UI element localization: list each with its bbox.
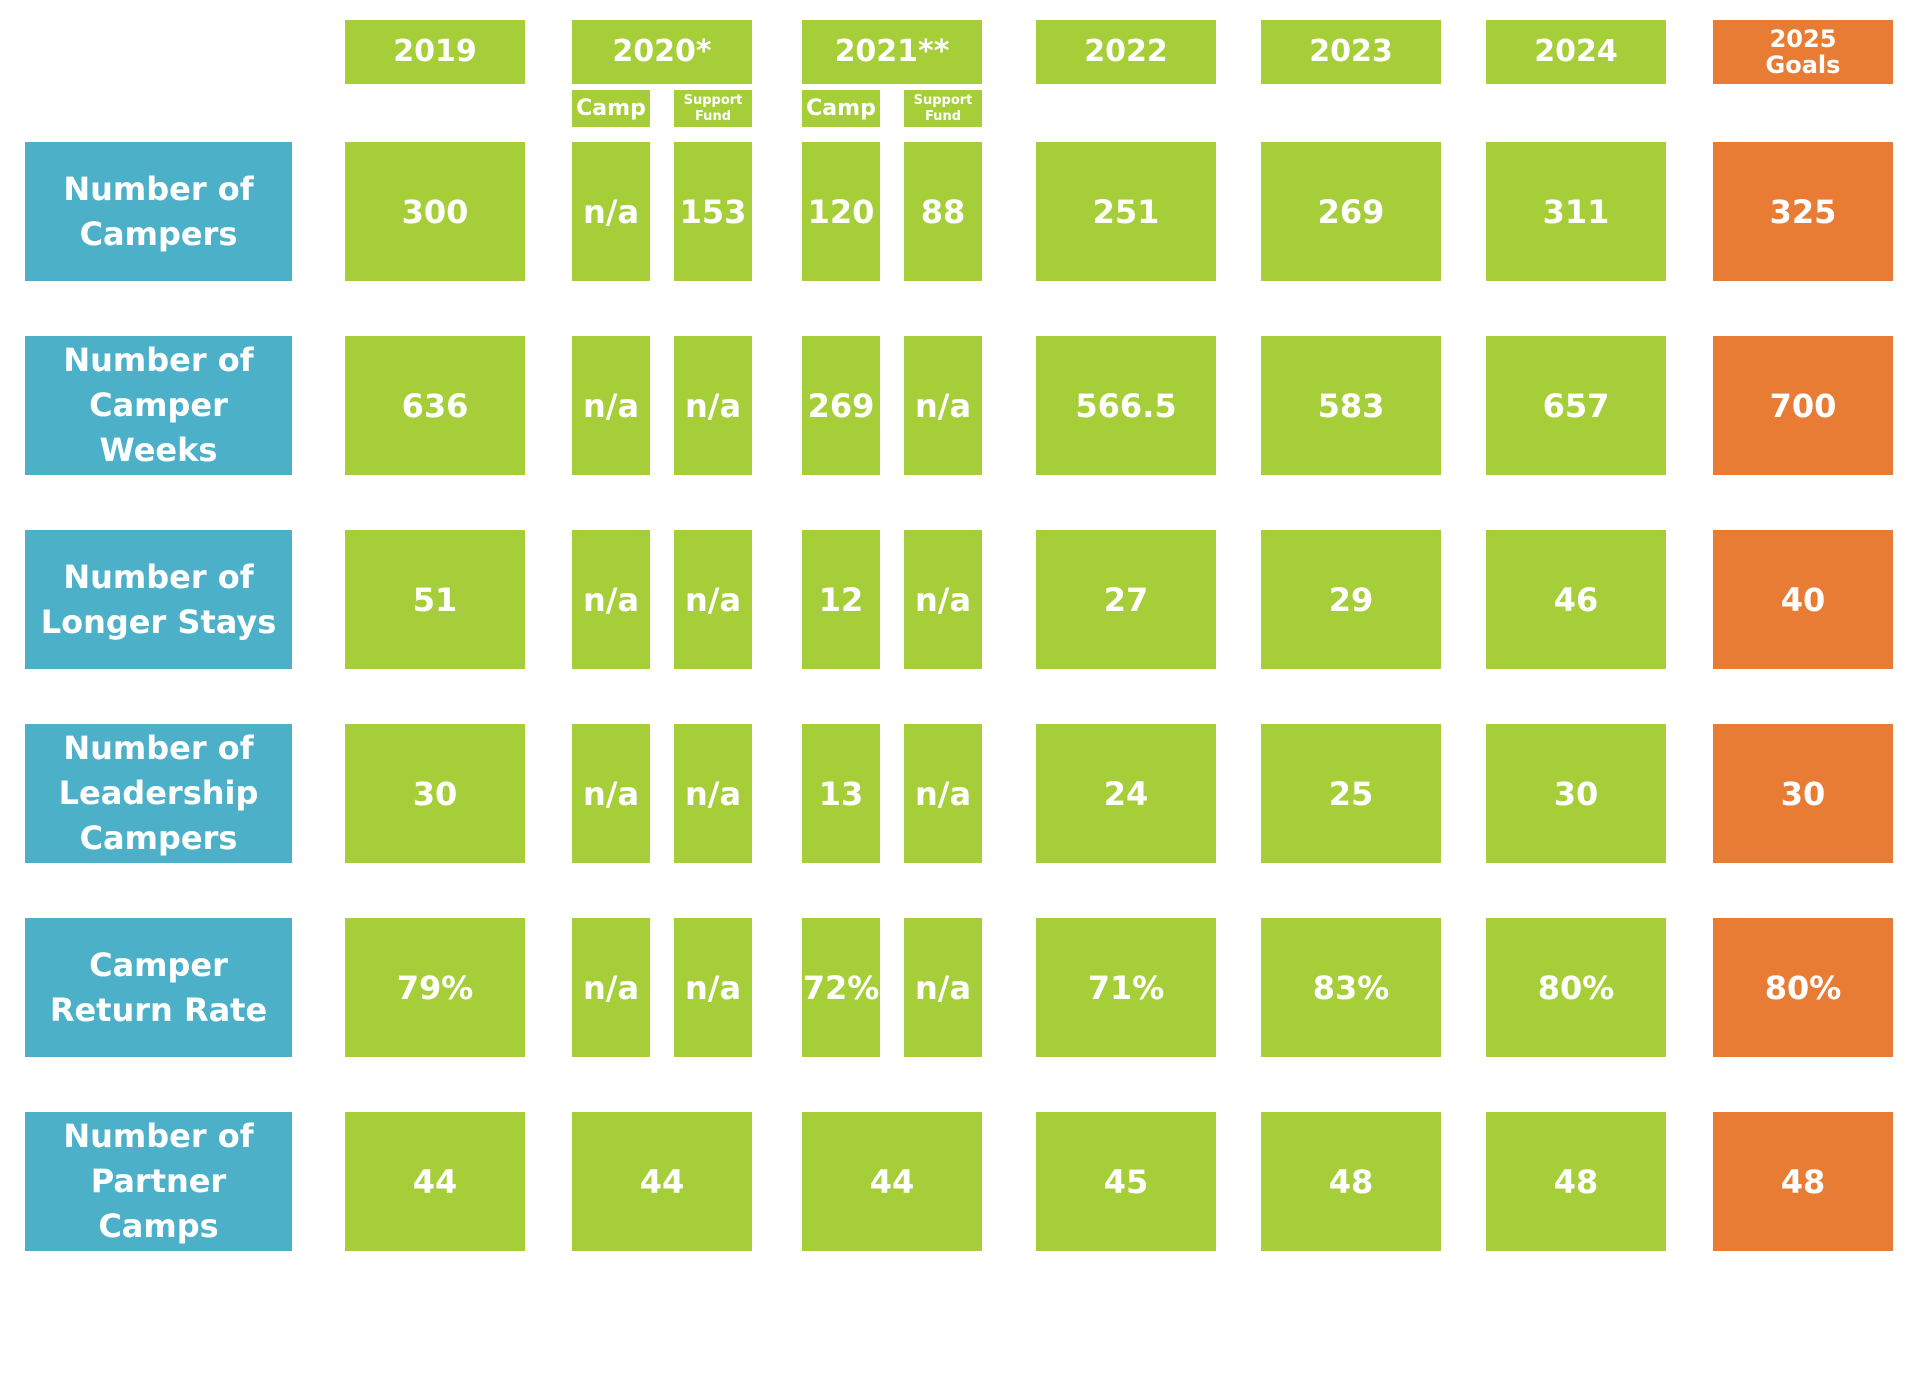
value-cell-2022: 71%	[1036, 918, 1216, 1057]
row-label: Number of Camper Weeks	[25, 336, 292, 475]
column-header-2024: 2024	[1486, 20, 1666, 84]
value-cell-2021-camp: 120	[802, 142, 880, 281]
value-cell-2021-support-fund: n/a	[904, 336, 982, 475]
value-cell-2020-support-fund: n/a	[674, 724, 752, 863]
row-label: Number of Partner Camps	[25, 1112, 292, 1251]
value-cell-2023: 83%	[1261, 918, 1441, 1057]
value-cell-2021-support-fund: n/a	[904, 530, 982, 669]
value-cell-2019: 51	[345, 530, 525, 669]
value-cell-2020-camp: n/a	[572, 918, 650, 1057]
value-cell-2024: 46	[1486, 530, 1666, 669]
value-cell-2020-support-fund: n/a	[674, 918, 752, 1057]
value-cell-2020-support-fund: n/a	[674, 530, 752, 669]
value-cell-2022: 251	[1036, 142, 1216, 281]
value-cell-2021-support-fund: n/a	[904, 918, 982, 1057]
value-cell-2022: 24	[1036, 724, 1216, 863]
value-cell-2025: 30	[1713, 724, 1893, 863]
value-cell-2020: 44	[572, 1112, 752, 1251]
value-cell-2021-camp: 12	[802, 530, 880, 669]
value-cell-2022: 45	[1036, 1112, 1216, 1251]
value-cell-2024: 30	[1486, 724, 1666, 863]
value-cell-2023: 48	[1261, 1112, 1441, 1251]
value-cell-2025: 80%	[1713, 918, 1893, 1057]
value-cell-2025: 40	[1713, 530, 1893, 669]
value-cell-2020-camp: n/a	[572, 336, 650, 475]
column-header-2019: 2019	[345, 20, 525, 84]
value-cell-2019: 79%	[345, 918, 525, 1057]
value-cell-2021-support-fund: n/a	[904, 724, 982, 863]
value-cell-2023: 269	[1261, 142, 1441, 281]
value-cell-2024: 80%	[1486, 918, 1666, 1057]
subheader-2020-support-fund: Support Fund	[674, 90, 752, 127]
value-cell-2021: 44	[802, 1112, 982, 1251]
row-label: Number of Longer Stays	[25, 530, 292, 669]
value-cell-2020-support-fund: 153	[674, 142, 752, 281]
row-label: Number of Leadership Campers	[25, 724, 292, 863]
value-cell-2023: 583	[1261, 336, 1441, 475]
value-cell-2025: 325	[1713, 142, 1893, 281]
value-cell-2024: 311	[1486, 142, 1666, 281]
column-header-2023: 2023	[1261, 20, 1441, 84]
column-header-2020: 2020*	[572, 20, 752, 84]
value-cell-2024: 657	[1486, 336, 1666, 475]
value-cell-2021-camp: 72%	[802, 918, 880, 1057]
value-cell-2019: 636	[345, 336, 525, 475]
value-cell-2024: 48	[1486, 1112, 1666, 1251]
value-cell-2025: 700	[1713, 336, 1893, 475]
value-cell-2020-camp: n/a	[572, 724, 650, 863]
subheader-2021-support-fund: Support Fund	[904, 90, 982, 127]
subheader-2021-camp: Camp	[802, 90, 880, 127]
value-cell-2025: 48	[1713, 1112, 1893, 1251]
column-header-2021: 2021**	[802, 20, 982, 84]
value-cell-2021-support-fund: 88	[904, 142, 982, 281]
value-cell-2021-camp: 269	[802, 336, 880, 475]
subheader-2020-camp: Camp	[572, 90, 650, 127]
row-label: Number of Campers	[25, 142, 292, 281]
value-cell-2019: 300	[345, 142, 525, 281]
value-cell-2022: 27	[1036, 530, 1216, 669]
value-cell-2019: 30	[345, 724, 525, 863]
value-cell-2022: 566.5	[1036, 336, 1216, 475]
value-cell-2021-camp: 13	[802, 724, 880, 863]
value-cell-2020-support-fund: n/a	[674, 336, 752, 475]
column-header-2025: 2025 Goals	[1713, 20, 1893, 84]
value-cell-2020-camp: n/a	[572, 530, 650, 669]
value-cell-2023: 25	[1261, 724, 1441, 863]
value-cell-2019: 44	[345, 1112, 525, 1251]
column-header-2022: 2022	[1036, 20, 1216, 84]
row-label: Camper Return Rate	[25, 918, 292, 1057]
value-cell-2023: 29	[1261, 530, 1441, 669]
value-cell-2020-camp: n/a	[572, 142, 650, 281]
